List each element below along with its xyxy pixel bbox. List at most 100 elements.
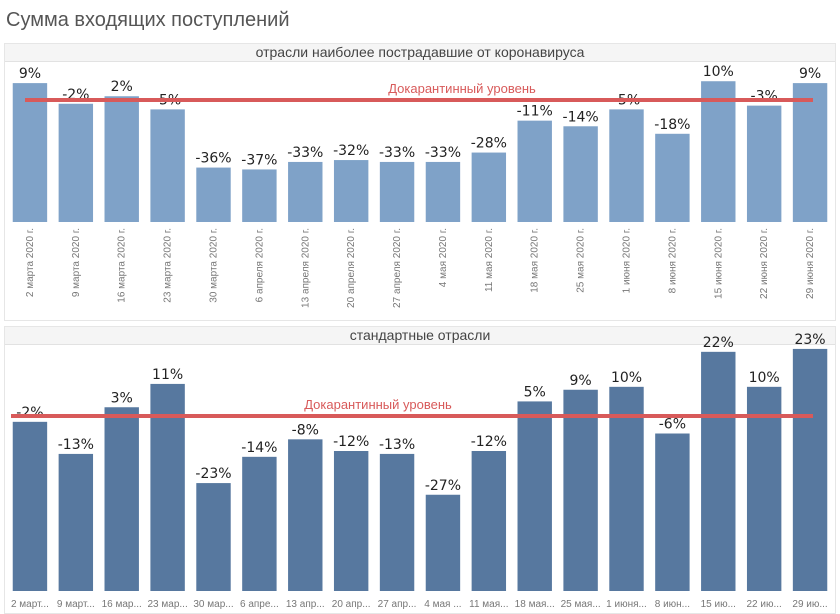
reference-line-label: Докарантинный уровень bbox=[304, 397, 452, 412]
bar bbox=[792, 348, 828, 591]
x-tick-label: 6 апреля 2020 г. bbox=[254, 228, 265, 302]
data-label: -18% bbox=[654, 117, 690, 133]
x-tick-label: 20 апреля 2020 г. bbox=[346, 228, 357, 308]
data-label: 10% bbox=[749, 370, 780, 386]
x-tick-label: 22 июня 2020 г. bbox=[759, 228, 770, 299]
data-label: 22% bbox=[703, 335, 734, 351]
bar bbox=[701, 81, 736, 222]
bar bbox=[104, 407, 139, 591]
chart-panel-standard-industries: стандартные отрасли -2% 2 март... -13% 9 ма… bbox=[4, 326, 836, 614]
x-tick-label: 16 марта 2020 г. bbox=[117, 228, 128, 303]
data-label: 9% bbox=[570, 373, 592, 389]
data-label: 9% bbox=[799, 66, 821, 82]
bar bbox=[288, 439, 323, 591]
data-label: 9% bbox=[19, 66, 41, 82]
data-label: -13% bbox=[379, 437, 415, 453]
x-tick-label: 29 июня 2020 г. bbox=[805, 228, 816, 299]
x-tick-label: 30 мар... bbox=[193, 599, 233, 610]
data-label: -37% bbox=[241, 152, 277, 168]
data-label: 10% bbox=[703, 64, 734, 80]
bar bbox=[150, 383, 185, 591]
x-tick-label: 2 март... bbox=[11, 599, 49, 610]
chart-title: стандартные отрасли bbox=[5, 327, 835, 345]
data-label: -33% bbox=[287, 145, 323, 161]
x-tick-label: 27 апр... bbox=[378, 599, 417, 610]
x-tick-label: 1 июня... bbox=[606, 599, 647, 610]
data-label: -8% bbox=[292, 422, 319, 438]
x-tick-label: 15 ию... bbox=[701, 599, 736, 610]
data-label: -23% bbox=[195, 466, 231, 482]
x-tick-label: 16 мар... bbox=[102, 599, 142, 610]
x-tick-label: 4 мая 2020 г. bbox=[438, 228, 449, 287]
x-tick-label: 25 мая... bbox=[561, 599, 601, 610]
bar bbox=[792, 83, 828, 222]
bar bbox=[563, 389, 598, 591]
bar bbox=[12, 421, 48, 591]
bar bbox=[701, 351, 736, 591]
data-label: 2% bbox=[111, 79, 133, 95]
bar bbox=[288, 161, 323, 222]
page-title: Сумма входящих поступлений bbox=[6, 9, 290, 31]
data-label: -33% bbox=[425, 145, 461, 161]
bar bbox=[563, 126, 598, 222]
x-tick-label: 11 мая 2020 г. bbox=[484, 228, 495, 292]
data-label: -33% bbox=[379, 145, 415, 161]
bar bbox=[609, 386, 644, 591]
x-tick-label: 11 мая... bbox=[469, 599, 508, 610]
x-tick-label: 8 июня 2020 г. bbox=[667, 228, 678, 293]
data-label: -6% bbox=[659, 417, 686, 433]
x-tick-label: 23 мар... bbox=[147, 599, 187, 610]
x-tick-label: 8 июн... bbox=[655, 599, 690, 610]
x-tick-label: 18 мая... bbox=[515, 599, 555, 610]
data-label: 5% bbox=[524, 384, 546, 400]
bar bbox=[425, 161, 461, 222]
bar bbox=[517, 120, 552, 222]
data-label: 11% bbox=[152, 367, 183, 383]
x-tick-label: 20 апр... bbox=[332, 599, 371, 610]
bar bbox=[379, 453, 415, 591]
x-tick-label: 4 мая ... bbox=[424, 599, 461, 610]
bar bbox=[242, 169, 277, 222]
bar bbox=[609, 109, 644, 222]
data-label: 10% bbox=[611, 370, 642, 386]
x-tick-label: 1 июня 2020 г. bbox=[622, 228, 633, 293]
data-label: -36% bbox=[195, 151, 231, 167]
data-label: -14% bbox=[241, 440, 277, 456]
bar bbox=[471, 152, 507, 222]
data-label: -12% bbox=[471, 434, 507, 450]
x-tick-label: 15 июня 2020 г. bbox=[713, 228, 724, 299]
bar bbox=[655, 433, 690, 591]
data-label: -32% bbox=[333, 143, 369, 159]
bar bbox=[746, 386, 782, 591]
x-tick-label: 13 апр... bbox=[286, 599, 325, 610]
data-label: -2% bbox=[16, 405, 43, 421]
bar bbox=[655, 133, 690, 222]
data-label: 23% bbox=[794, 332, 825, 348]
data-label: 3% bbox=[111, 390, 133, 406]
x-tick-label: 18 мая 2020 г. bbox=[530, 228, 541, 293]
bar bbox=[333, 160, 369, 222]
reference-line-label: Докарантинный уровень bbox=[388, 81, 536, 96]
bar bbox=[517, 401, 552, 591]
data-label: -3% bbox=[751, 89, 778, 105]
bar bbox=[746, 105, 782, 222]
x-tick-label: 9 марта 2020 г. bbox=[71, 228, 82, 297]
bar bbox=[58, 453, 94, 591]
data-label: -28% bbox=[471, 136, 507, 152]
x-tick-label: 30 марта 2020 г. bbox=[209, 228, 220, 303]
bar bbox=[196, 167, 231, 222]
bar bbox=[150, 109, 185, 222]
bar bbox=[104, 96, 139, 222]
bar bbox=[425, 494, 461, 591]
x-tick-label: 2 марта 2020 г. bbox=[25, 228, 36, 297]
data-label: -27% bbox=[425, 478, 461, 494]
bar bbox=[471, 451, 507, 591]
x-tick-label: 13 апреля 2020 г. bbox=[300, 228, 311, 308]
chart-title: отрасли наиболее пострадавшие от коронав… bbox=[5, 44, 835, 62]
data-label: -13% bbox=[58, 437, 94, 453]
x-tick-label: 23 марта 2020 г. bbox=[163, 228, 174, 303]
bar bbox=[333, 451, 369, 591]
x-tick-label: 25 мая 2020 г. bbox=[576, 228, 587, 293]
bar bbox=[379, 161, 415, 222]
bar bbox=[58, 103, 94, 222]
